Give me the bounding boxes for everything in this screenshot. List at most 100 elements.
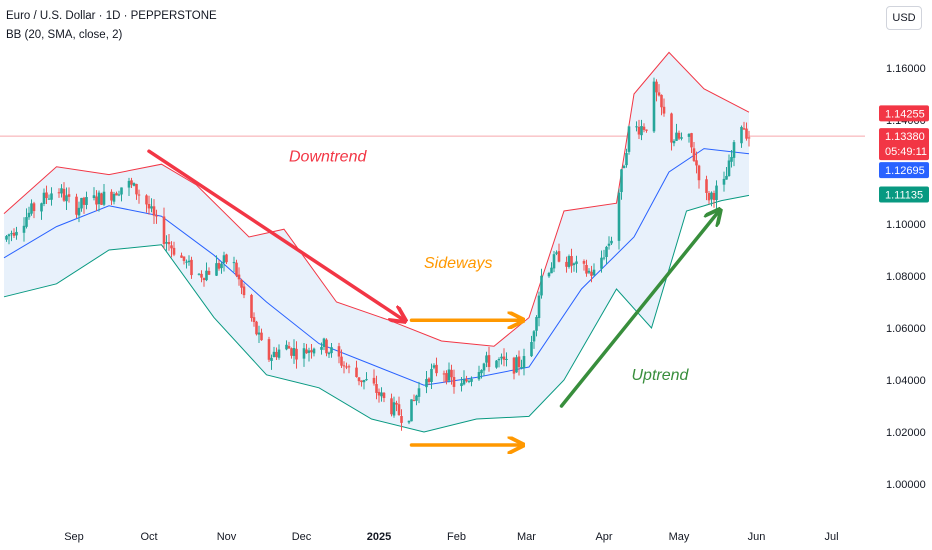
candle xyxy=(62,182,66,202)
candle xyxy=(302,343,306,367)
candle xyxy=(100,192,103,206)
candle xyxy=(392,396,396,418)
candle xyxy=(745,122,748,141)
candle xyxy=(657,84,661,97)
candle xyxy=(452,369,456,394)
candle xyxy=(77,201,81,223)
bb-band-fill xyxy=(4,52,749,433)
candle xyxy=(522,348,526,376)
candle xyxy=(207,267,211,276)
time-axis: Sep Oct Nov Dec 2025 Feb Mar Apr May Jun Jul xyxy=(64,531,838,543)
candle xyxy=(570,248,573,273)
candle xyxy=(267,336,271,362)
candle xyxy=(377,388,381,403)
candle xyxy=(220,261,223,274)
candle xyxy=(727,154,731,177)
candle xyxy=(147,195,151,215)
x-tick-label: Jun xyxy=(748,531,766,543)
candle xyxy=(532,330,536,349)
candle xyxy=(190,256,193,279)
candle xyxy=(155,209,158,224)
candle xyxy=(30,199,33,216)
candle xyxy=(435,357,438,377)
candle xyxy=(707,191,711,205)
candle xyxy=(50,187,53,206)
candle xyxy=(127,177,131,197)
price-axis: 1.160001.140001.120001.100001.080001.060… xyxy=(886,63,926,491)
candle xyxy=(327,351,331,359)
candle xyxy=(425,370,428,394)
annotation-downtrend: Downtrend xyxy=(289,149,367,166)
candle xyxy=(330,343,333,358)
candle xyxy=(655,79,658,102)
candle xyxy=(660,94,663,116)
price-badge: 1.14255 xyxy=(879,105,929,122)
candle xyxy=(637,119,641,139)
candle xyxy=(407,420,411,425)
candle xyxy=(477,365,481,381)
candle xyxy=(60,184,63,198)
candle xyxy=(670,112,673,151)
candle xyxy=(102,184,106,207)
candle xyxy=(95,190,98,211)
candle xyxy=(170,241,173,258)
candle xyxy=(715,180,718,209)
x-tick-label: 2025 xyxy=(367,531,391,543)
candle xyxy=(442,370,446,383)
annotation-sideways: Sideways xyxy=(424,255,492,272)
candle xyxy=(692,142,696,162)
candle xyxy=(347,364,351,374)
candle xyxy=(470,376,473,387)
candle xyxy=(712,190,716,208)
y-tick-label: 1.08000 xyxy=(886,271,926,283)
candle xyxy=(25,208,28,229)
candle xyxy=(307,347,311,362)
x-tick-label: Nov xyxy=(217,531,237,543)
countdown-timer: 05:49:11 xyxy=(885,146,927,158)
candle xyxy=(520,359,523,370)
candle xyxy=(215,255,218,276)
candle xyxy=(557,243,561,263)
candle xyxy=(237,267,241,286)
currency-button[interactable]: USD xyxy=(886,6,922,30)
price-badge-value: 1.13380 xyxy=(885,131,925,143)
candle xyxy=(585,259,588,277)
candle xyxy=(172,241,176,257)
candle xyxy=(235,259,238,278)
candle xyxy=(500,353,503,365)
candle xyxy=(110,189,113,205)
candle xyxy=(310,343,313,359)
candle xyxy=(292,339,296,364)
candle xyxy=(380,387,383,402)
candle xyxy=(747,130,751,147)
candle xyxy=(47,194,51,200)
downtrend-arrow xyxy=(147,149,404,320)
candle xyxy=(320,342,323,355)
candle xyxy=(572,262,576,272)
candle xyxy=(590,265,593,283)
candle xyxy=(480,369,483,379)
price-badges: 1.14255 1.13380 05:49:11 1.12695 1.11135 xyxy=(879,105,929,203)
candle xyxy=(97,190,101,212)
candle xyxy=(547,271,551,278)
y-tick-label: 1.16000 xyxy=(886,63,926,75)
candle xyxy=(427,377,431,385)
candle xyxy=(260,328,263,341)
annotation-uptrend: Uptrend xyxy=(632,367,690,384)
candle xyxy=(270,354,273,370)
candle xyxy=(565,256,568,273)
candle xyxy=(345,362,348,370)
candle xyxy=(622,164,626,169)
candle xyxy=(397,396,401,416)
candle xyxy=(610,236,613,245)
candle xyxy=(255,320,258,336)
candle xyxy=(337,342,341,364)
uptrend-arrow xyxy=(559,211,720,408)
price-badge-value: 1.11135 xyxy=(885,189,923,201)
candle xyxy=(550,262,553,274)
indicator-legend[interactable]: BB (20, SMA, close, 2) xyxy=(6,29,123,41)
candle xyxy=(112,191,116,205)
candle xyxy=(362,379,366,390)
candle xyxy=(200,270,203,283)
